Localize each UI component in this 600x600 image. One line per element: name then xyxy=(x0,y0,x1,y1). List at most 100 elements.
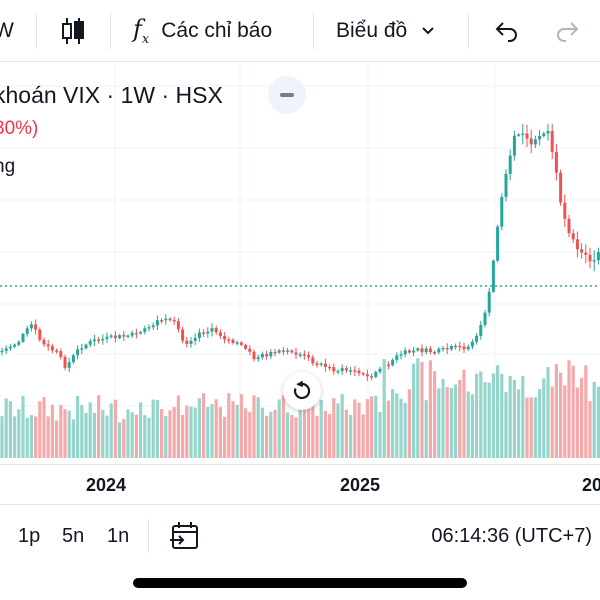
x-tick-label: 20 xyxy=(582,475,600,495)
volume-bar xyxy=(449,388,453,458)
candle-body xyxy=(109,335,113,337)
candle-body xyxy=(235,342,239,344)
volume-bar xyxy=(67,410,71,458)
volume-bar xyxy=(113,399,117,458)
toolbar-divider xyxy=(110,13,111,49)
candle-body xyxy=(584,252,588,255)
candle-body xyxy=(80,348,84,350)
candle-body xyxy=(8,346,12,349)
undo-button[interactable] xyxy=(490,0,524,62)
candle-body xyxy=(63,356,67,368)
volume-bar xyxy=(479,371,483,458)
volume-bar xyxy=(395,393,399,458)
volume-bar xyxy=(412,363,416,458)
candle-body xyxy=(92,339,96,342)
candle-body xyxy=(475,335,479,342)
candle-body xyxy=(214,328,218,333)
legend-symbol-title: khoán VIX · 1W · HSX xyxy=(0,82,223,108)
volume-bar xyxy=(349,414,353,458)
candle-body xyxy=(122,335,126,337)
interval-button[interactable]: W xyxy=(0,0,14,62)
time-axis[interactable]: 2024 2025 20 xyxy=(0,464,600,504)
volume-bar xyxy=(445,387,449,458)
candle-body xyxy=(361,373,365,375)
volume-bar xyxy=(55,420,59,458)
candle-body xyxy=(298,354,302,356)
candle-body xyxy=(374,371,378,377)
legend-collapse-button[interactable] xyxy=(268,76,306,114)
volume-bar xyxy=(189,406,193,458)
price-chart[interactable] xyxy=(0,62,600,464)
volume-bar xyxy=(265,415,269,458)
timezone-clock[interactable]: 06:14:36 (UTC+7) xyxy=(431,525,592,547)
range-button-5n[interactable]: 5n xyxy=(62,525,85,547)
candle-body xyxy=(370,376,374,378)
candle-body xyxy=(256,357,260,360)
volume-bar xyxy=(529,397,533,458)
candle-body xyxy=(147,327,151,329)
candle-body xyxy=(160,320,164,322)
candle-body xyxy=(265,353,269,357)
candle-body xyxy=(290,350,294,353)
volume-bar xyxy=(248,412,252,458)
candle-body xyxy=(269,351,273,357)
redo-button[interactable] xyxy=(550,0,584,62)
candle-body xyxy=(210,328,214,332)
volume-bar xyxy=(563,385,567,458)
candle-body xyxy=(218,332,222,336)
volume-bar xyxy=(328,414,332,458)
candle-body xyxy=(575,239,579,250)
candle-body xyxy=(273,351,277,354)
candle-body xyxy=(554,151,558,173)
range-button-1p[interactable]: 1p xyxy=(18,525,41,547)
go-to-date-button[interactable] xyxy=(168,519,202,553)
candle-body xyxy=(76,349,80,356)
volume-bar xyxy=(286,412,290,458)
volume-bar xyxy=(29,415,33,458)
range-button-1n[interactable]: 1n xyxy=(107,525,130,547)
volume-bar xyxy=(17,409,21,458)
volume-bar xyxy=(273,409,277,458)
candle-body xyxy=(588,254,592,262)
candle-body xyxy=(59,351,63,357)
candle-body xyxy=(294,352,298,355)
volume-bar xyxy=(151,399,155,458)
candle-body xyxy=(559,172,563,203)
candle-body xyxy=(46,344,50,347)
volume-bar xyxy=(71,419,75,458)
chart-type-dropdown[interactable]: Biểu đồ xyxy=(336,0,435,62)
candle-body xyxy=(172,319,176,322)
volume-bar xyxy=(59,404,63,458)
volume-bar xyxy=(181,414,185,458)
candle-body xyxy=(412,350,416,353)
candle-body xyxy=(487,291,491,313)
volume-bar xyxy=(550,386,554,458)
volume-bar xyxy=(76,395,80,458)
candlestick-type-button[interactable] xyxy=(58,0,88,62)
candle-body xyxy=(504,173,508,197)
candle-body xyxy=(227,339,231,341)
reset-chart-button[interactable] xyxy=(283,372,321,410)
volume-bar xyxy=(416,358,420,458)
volume-bar xyxy=(470,394,474,458)
candle-body xyxy=(202,332,206,334)
volume-bar xyxy=(420,361,424,458)
volume-bar xyxy=(13,416,17,458)
candle-body xyxy=(277,350,281,353)
volume-bar xyxy=(441,379,445,458)
indicators-button[interactable]: fx Các chỉ báo xyxy=(133,0,272,62)
volume-bar xyxy=(88,402,92,458)
volume-bar xyxy=(592,381,596,458)
volume-bar xyxy=(21,395,25,458)
volume-bar xyxy=(307,395,311,458)
volume-bar xyxy=(239,394,243,458)
candle-body xyxy=(592,260,596,262)
undo-icon xyxy=(495,22,517,42)
candle-body xyxy=(483,312,487,325)
candle-body xyxy=(357,370,361,374)
x-tick-label: 2024 xyxy=(86,475,127,495)
volume-bar xyxy=(424,400,428,458)
volume-bar xyxy=(218,406,222,458)
candle-body xyxy=(353,370,357,372)
candle-body xyxy=(496,226,500,261)
